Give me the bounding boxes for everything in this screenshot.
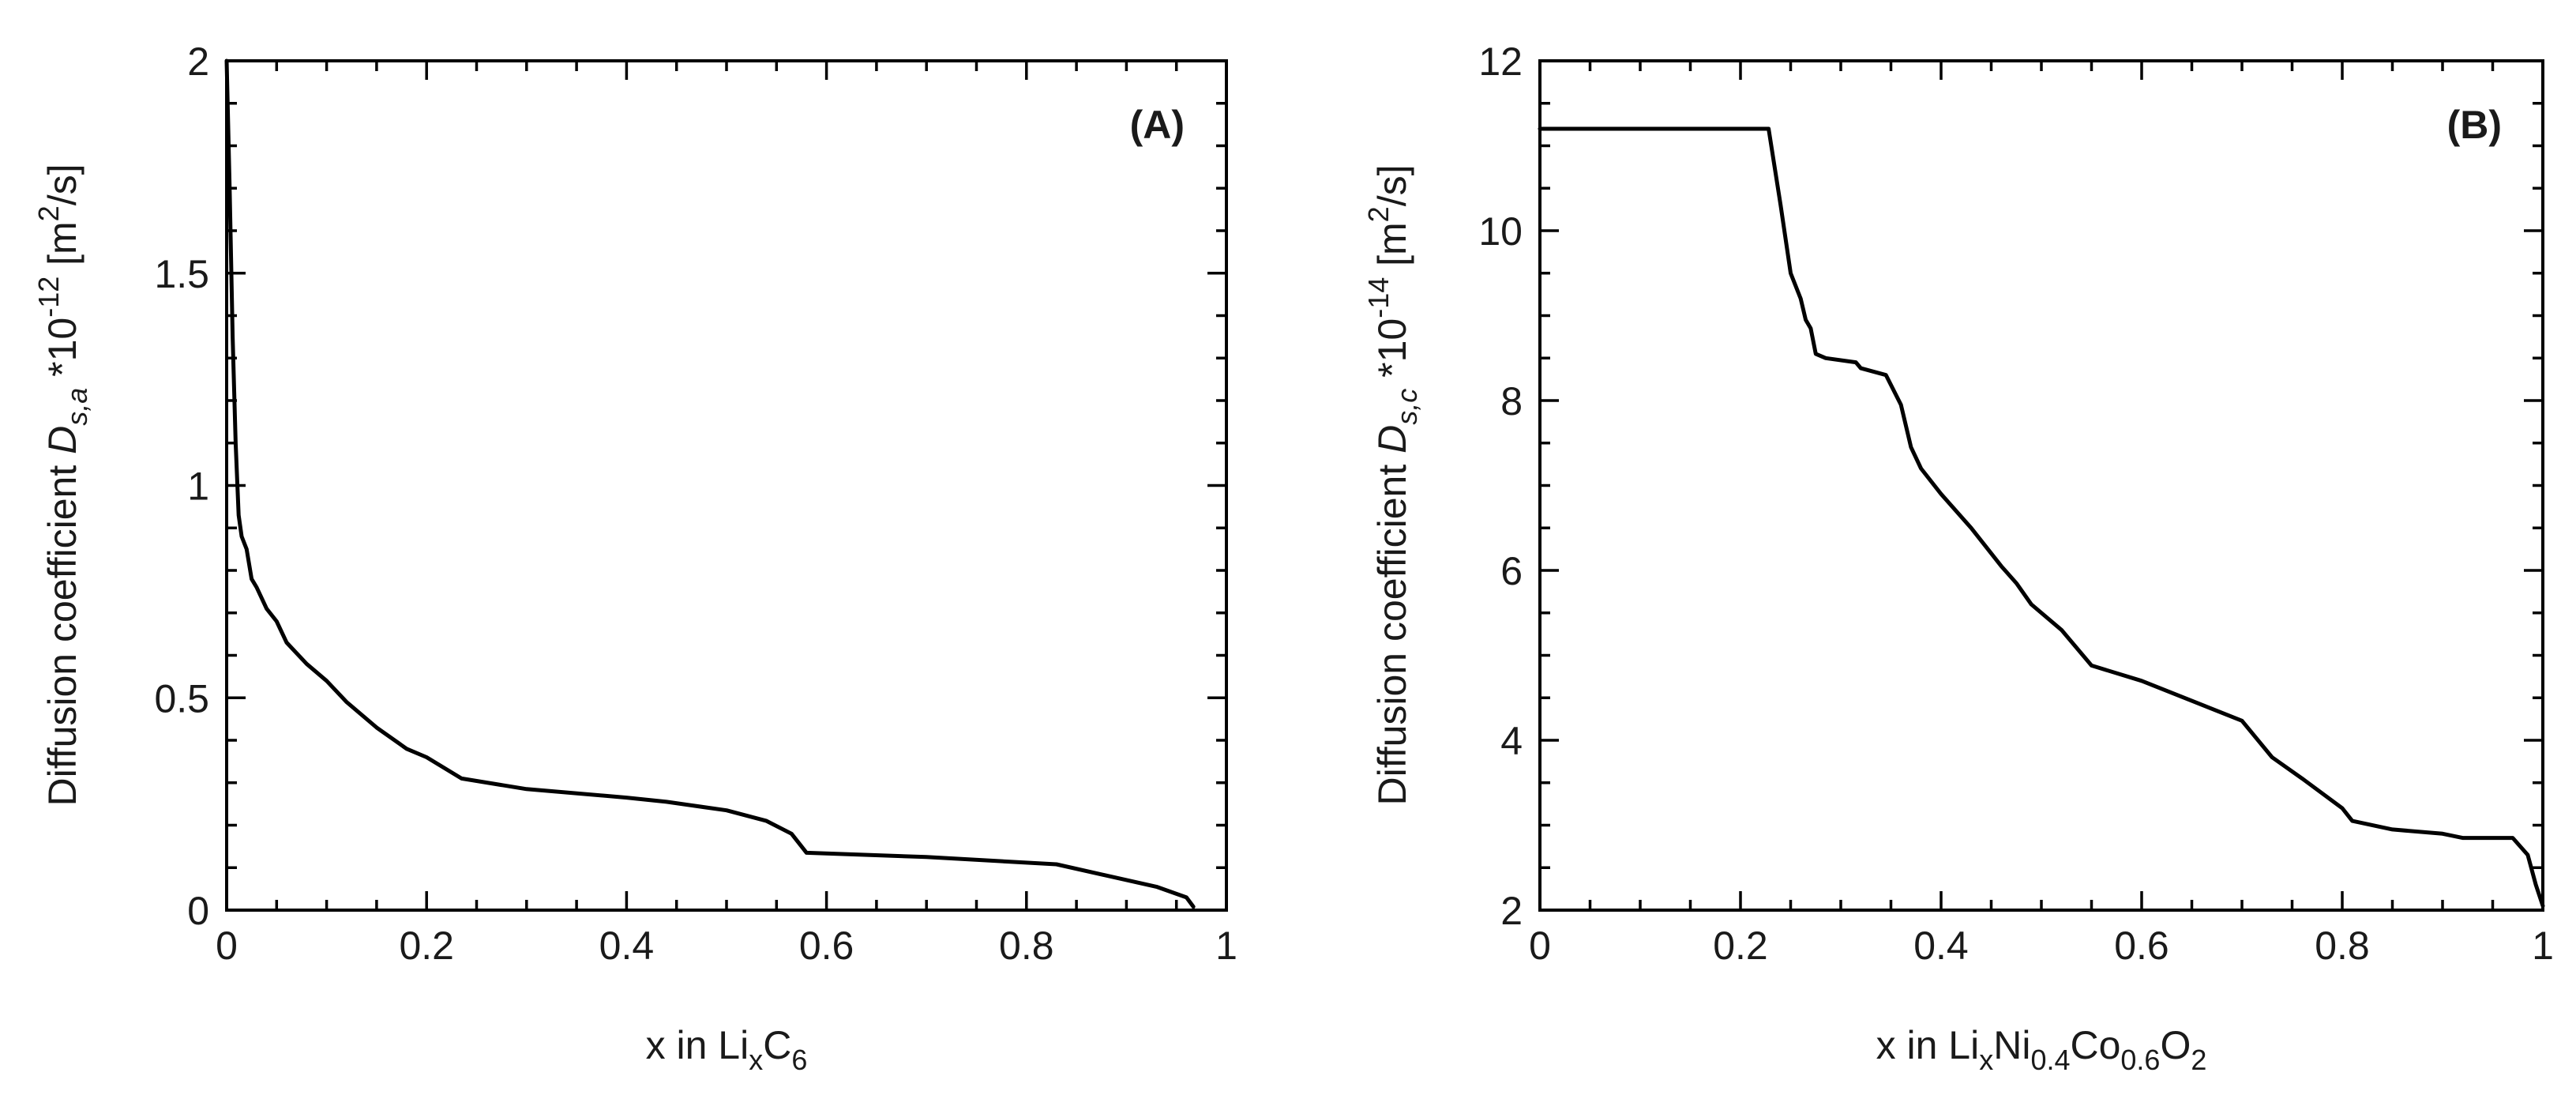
ticks-b (1538, 59, 2544, 912)
x-axis-label-a-main: x in Li (646, 1023, 749, 1067)
y-axis-label-a-post-unit: /s] (40, 164, 84, 205)
y-axis-label-b: Diffusion coefficient Ds,c *10-14 [m2/s] (1362, 164, 1423, 805)
y-tick-labels-a: 0 0.5 1 1.5 2 (154, 40, 209, 933)
y-tick-label-b: 4 (1500, 719, 1523, 763)
x-tick-label-b: 0 (1529, 924, 1551, 968)
y-tick-label-a: 0 (187, 889, 209, 933)
series-line-a (224, 58, 1196, 909)
x-tick-label-b: 0.8 (2315, 924, 2370, 968)
x-tick-label-a: 1 (1215, 924, 1237, 968)
x-axis-label-b-mid2: Co (2070, 1023, 2120, 1067)
x-tick-labels-a: 0 0.2 0.4 0.6 0.8 1 (216, 924, 1237, 968)
y-axis-label-b-mid: *10 (1370, 318, 1414, 389)
x-axis-label-b-sub1: x (1979, 1044, 1993, 1076)
plot-frame-b (1538, 59, 2544, 912)
y-axis-label-a-italic: D (40, 426, 84, 454)
ticks-a (225, 59, 1228, 912)
y-axis-label-b-post-unit: /s] (1370, 164, 1414, 206)
x-tick-label-a: 0.8 (999, 924, 1054, 968)
y-axis-label-a-sup: -12 (32, 277, 65, 318)
x-axis-label-b: x in LixNi0.4Co0.6O2 (1876, 1023, 2207, 1076)
y-axis-label-b-main: Diffusion coefficient (1370, 453, 1414, 806)
panel-label-a: (A) (1130, 103, 1185, 147)
x-axis-label-b-sub3: 0.6 (2120, 1044, 2160, 1076)
x-axis-label-a-mid: C (763, 1023, 791, 1067)
plot-frame-a (225, 59, 1228, 912)
series-line-b (1538, 126, 2545, 909)
y-tick-label-a: 2 (187, 40, 209, 84)
y-axis-label-b-sup: -14 (1362, 277, 1395, 318)
x-axis-label-a-sub2: 6 (791, 1044, 807, 1076)
x-axis-label-b-sub4: 2 (2191, 1044, 2206, 1076)
x-tick-label-a: 0.4 (599, 924, 655, 968)
y-tick-label-b: 10 (1478, 209, 1523, 254)
x-tick-label-b: 0.2 (1713, 924, 1768, 968)
x-axis-label-b-mid1: Ni (1993, 1023, 2030, 1067)
x-axis-label-b-sub2: 0.4 (2030, 1044, 2070, 1076)
y-tick-label-a: 0.5 (154, 676, 209, 721)
x-axis-label-a: x in LixC6 (646, 1023, 808, 1076)
y-tick-label-a: 1 (187, 465, 209, 509)
x-tick-labels-b: 0 0.2 0.4 0.6 0.8 1 (1529, 924, 2554, 968)
y-axis-label-a-pre-unit: [m (40, 221, 84, 276)
y-axis-label-a-mid: *10 (40, 318, 84, 388)
panel-a: 0 0.2 0.4 0.6 0.8 1 00.511.52 (A) x in LixC6 … (32, 40, 1237, 1076)
x-tick-label-b: 1 (2532, 924, 2554, 968)
y-axis-label-b-unit-sup: 2 (1362, 206, 1395, 222)
y-tick-label-b: 2 (1500, 889, 1523, 933)
y-axis-label-a-unit-sup: 2 (32, 205, 65, 221)
x-tick-label-a: 0.2 (399, 924, 454, 968)
y-tick-label-b: 6 (1500, 549, 1523, 593)
y-axis-label-b-sub: s,c (1391, 389, 1423, 425)
x-tick-label-b: 0.6 (2114, 924, 2169, 968)
panel-label-b: (B) (2447, 103, 2502, 147)
x-tick-label-a: 0.6 (799, 924, 854, 968)
y-axis-label-a: Diffusion coefficient Ds,a *10-12 [m2/s] (32, 164, 93, 806)
y-tick-label-a: 1.5 (154, 252, 209, 296)
y-axis-label-a-sub: s,a (61, 388, 93, 426)
x-axis-label-b-mid3: O (2160, 1023, 2191, 1067)
y-tick-label-b: 8 (1500, 379, 1523, 423)
y-axis-label-b-italic: D (1370, 425, 1414, 453)
y-axis-label-a-main: Diffusion coefficient (40, 454, 84, 807)
y-axis-label-b-pre-unit: [m (1370, 222, 1414, 277)
y-tick-label-b: 12 (1478, 40, 1523, 84)
x-tick-label-a: 0 (216, 924, 238, 968)
x-axis-label-a-sub1: x (749, 1044, 763, 1076)
y-tick-labels-b: 2 4 6 8 10 12 (1478, 40, 1523, 933)
x-axis-label-b-main: x in Li (1876, 1023, 1980, 1067)
x-tick-label-b: 0.4 (1913, 924, 1969, 968)
